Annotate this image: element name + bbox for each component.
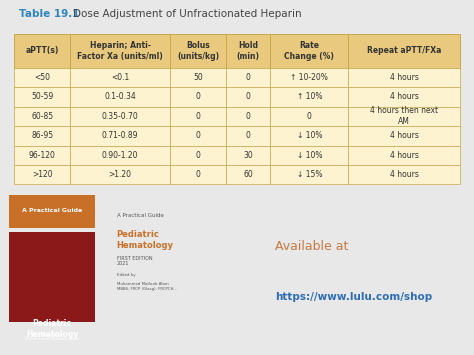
Text: >1.20: >1.20 [109,170,132,179]
Text: Available at: Available at [275,240,348,253]
Bar [348,146,460,165]
Text: aPTT(s): aPTT(s) [26,46,59,55]
Bar [14,146,70,165]
Bar [270,165,348,184]
Text: 0: 0 [196,151,201,160]
Text: <50: <50 [34,73,50,82]
Bar [14,87,70,106]
Bar [270,146,348,165]
Bar [14,68,70,87]
Text: A Practical Guide: A Practical Guide [117,213,164,218]
Bar [348,126,460,146]
Text: Rate
Change (%): Rate Change (%) [284,41,334,61]
Bar [14,34,70,68]
Text: 0: 0 [246,92,251,102]
Text: 50: 50 [193,73,203,82]
Text: 60: 60 [243,170,253,179]
Text: 96-120: 96-120 [28,151,55,160]
Text: A Practical Guide: A Practical Guide [22,208,82,213]
Text: 4 hours: 4 hours [390,92,419,102]
Bar [70,68,170,87]
Text: Heparin; Anti-
Factor Xa (units/ml): Heparin; Anti- Factor Xa (units/ml) [77,41,163,61]
Bar [14,106,70,126]
Bar [270,106,348,126]
Text: Pediatric
Hematology: Pediatric Hematology [117,230,173,250]
Bar [170,165,226,184]
Text: 4 hours: 4 hours [390,73,419,82]
Text: 4 hours: 4 hours [390,131,419,140]
Text: ↑ 10-20%: ↑ 10-20% [291,73,328,82]
Text: Repeat aPTT/FXa: Repeat aPTT/FXa [367,46,441,55]
Text: 0.71-0.89: 0.71-0.89 [102,131,138,140]
Bar [14,165,70,184]
Text: ↑ 10%: ↑ 10% [297,92,322,102]
Text: 0: 0 [246,73,251,82]
Text: 50-59: 50-59 [31,92,53,102]
Text: 0: 0 [246,112,251,121]
Bar [226,68,270,87]
Bar [226,165,270,184]
Bar [348,106,460,126]
Text: 0: 0 [196,112,201,121]
Text: 0: 0 [246,131,251,140]
Bar [70,87,170,106]
Text: >120: >120 [32,170,53,179]
Text: 4 hours: 4 hours [390,170,419,179]
Text: 60-85: 60-85 [31,112,53,121]
Text: Edited by
Muhammad Matloob Alam: Edited by Muhammad Matloob Alam [25,333,79,342]
Text: 0.1-0.34: 0.1-0.34 [104,92,136,102]
Bar [226,126,270,146]
Text: Dose Adjustment of Unfractionated Heparin: Dose Adjustment of Unfractionated Hepari… [73,10,302,20]
Text: <0.1: <0.1 [111,73,129,82]
Bar [270,68,348,87]
Text: 4 hours: 4 hours [390,151,419,160]
Bar [226,106,270,126]
Text: 0: 0 [196,170,201,179]
Bar [348,165,460,184]
Bar [70,165,170,184]
Text: FIRST EDITION
2021: FIRST EDITION 2021 [117,256,152,266]
Text: Bolus
(units/kg): Bolus (units/kg) [177,41,219,61]
Text: 4 hours then next
AM: 4 hours then next AM [370,106,438,126]
Text: ↓ 10%: ↓ 10% [297,151,322,160]
Text: Pediatric
Hematology: Pediatric Hematology [26,320,78,339]
Text: ↓ 15%: ↓ 15% [297,170,322,179]
Bar [226,87,270,106]
Bar [9,195,95,228]
Text: 0: 0 [307,112,312,121]
Bar [170,146,226,165]
Bar [170,126,226,146]
Bar [70,106,170,126]
Text: 0: 0 [196,131,201,140]
Bar [70,146,170,165]
Bar [14,126,70,146]
Text: 0: 0 [196,92,201,102]
Text: 86-95: 86-95 [31,131,53,140]
Text: ↓ 10%: ↓ 10% [297,131,322,140]
Bar [348,34,460,68]
Text: Edited by

Muhammad Matloob Alam
MBBS, FRCP (Glasg), FRCPCH...: Edited by Muhammad Matloob Alam MBBS, FR… [117,273,177,291]
Bar [348,87,460,106]
Bar [226,146,270,165]
Text: 30: 30 [243,151,253,160]
Bar [70,126,170,146]
Text: 0.90-1.20: 0.90-1.20 [102,151,138,160]
Bar [170,68,226,87]
Bar [270,126,348,146]
Bar [170,34,226,68]
Bar [70,34,170,68]
Bar [348,68,460,87]
Bar [270,34,348,68]
Text: Table 19.1: Table 19.1 [19,10,83,20]
Text: 0.35-0.70: 0.35-0.70 [101,112,138,121]
Bar [226,34,270,68]
Bar [170,87,226,106]
Bar [170,106,226,126]
Text: https://www.lulu.com/shop: https://www.lulu.com/shop [275,291,432,302]
Bar [270,87,348,106]
Text: Hold
(min): Hold (min) [237,41,260,61]
